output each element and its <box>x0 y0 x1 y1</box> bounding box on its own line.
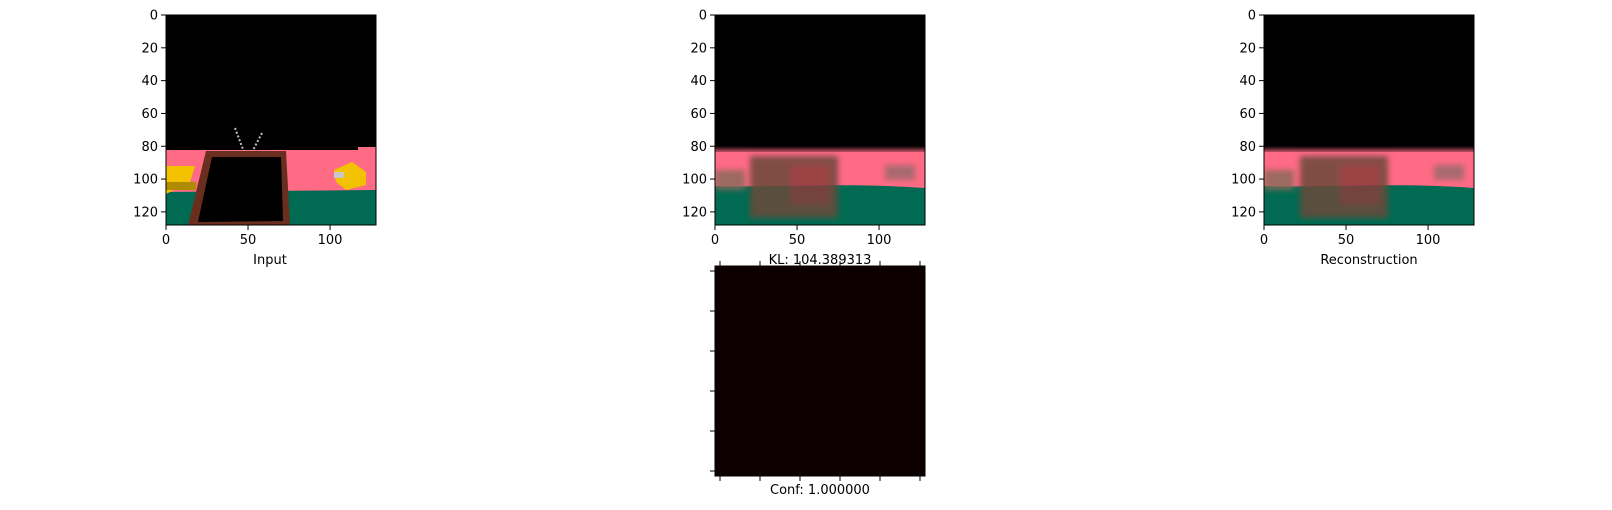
confidence-ticks <box>710 261 921 481</box>
reconstruction-image <box>1264 15 1474 225</box>
y-tick-label: 0 <box>1248 9 1256 24</box>
panel-reconstruction: 0 50 100 0 20 40 60 80 100 120 Reconstruction <box>1231 9 1475 268</box>
y-tick-label: 40 <box>1239 74 1256 89</box>
middle-axes-frame <box>714 14 926 226</box>
input-axes-frame <box>165 14 377 226</box>
x-tick-label: 100 <box>867 233 892 248</box>
x-tick-label: 50 <box>789 233 806 248</box>
middle-ticks: 0 50 100 0 20 40 60 80 100 120 <box>682 9 891 249</box>
middle-image <box>715 15 925 225</box>
y-tick-label: 100 <box>1231 173 1256 188</box>
x-tick-label: 0 <box>162 233 170 248</box>
y-tick-label: 0 <box>150 9 158 24</box>
middle-xlabel: KL: 104.389313 <box>769 253 872 268</box>
x-tick-label: 0 <box>1260 233 1268 248</box>
x-tick-label: 100 <box>318 233 343 248</box>
y-tick-label: 100 <box>682 173 707 188</box>
input-xlabel: Input <box>253 253 287 268</box>
reconstruction-ticks: 0 50 100 0 20 40 60 80 100 120 <box>1231 9 1440 249</box>
y-tick-label: 60 <box>141 107 158 122</box>
confidence-heatmap <box>715 266 925 476</box>
y-tick-label: 100 <box>133 173 158 188</box>
panel-input: 0 50 100 0 20 40 60 80 100 120 Input <box>133 9 377 268</box>
confidence-axes-frame <box>714 265 926 477</box>
y-tick-label: 20 <box>1239 41 1256 56</box>
panel-confidence: Conf: 1.000000 <box>710 261 926 498</box>
confidence-xlabel: Conf: 1.000000 <box>770 483 870 498</box>
y-tick-label: 120 <box>682 205 707 220</box>
x-tick-label: 50 <box>1338 233 1355 248</box>
y-tick-label: 120 <box>133 205 158 220</box>
panel-middle: 0 50 100 0 20 40 60 80 100 120 KL: 104.389313 <box>682 9 926 268</box>
y-tick-label: 60 <box>690 107 707 122</box>
input-ticks: 0 50 100 0 20 40 60 80 100 120 <box>133 9 342 249</box>
x-tick-label: 100 <box>1416 233 1441 248</box>
x-tick-label: 0 <box>711 233 719 248</box>
y-tick-label: 40 <box>141 74 158 89</box>
y-tick-label: 80 <box>690 140 707 155</box>
y-tick-label: 20 <box>141 41 158 56</box>
y-tick-label: 40 <box>690 74 707 89</box>
input-image <box>166 15 376 225</box>
y-tick-label: 0 <box>699 9 707 24</box>
y-tick-label: 120 <box>1231 205 1256 220</box>
y-tick-label: 80 <box>1239 140 1256 155</box>
x-tick-label: 50 <box>240 233 257 248</box>
y-tick-label: 60 <box>1239 107 1256 122</box>
y-tick-label: 80 <box>141 140 158 155</box>
y-tick-label: 20 <box>690 41 707 56</box>
reconstruction-xlabel: Reconstruction <box>1320 253 1417 268</box>
reconstruction-axes-frame <box>1263 14 1475 226</box>
